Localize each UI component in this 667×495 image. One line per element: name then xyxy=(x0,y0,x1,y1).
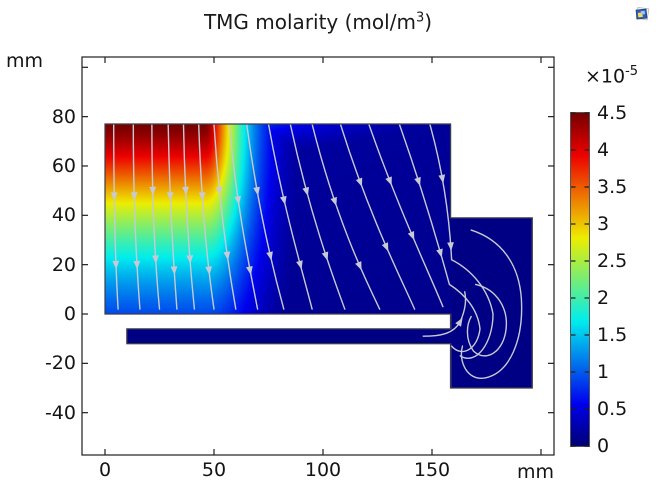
streamline-arrow xyxy=(253,186,260,196)
domain-outline xyxy=(104,123,533,389)
streamline xyxy=(151,123,161,310)
colorbar-gradient xyxy=(571,113,589,446)
streamline-arrow xyxy=(279,195,287,205)
colorbar-frame xyxy=(570,112,590,447)
streamline-arrow xyxy=(407,231,415,241)
colorbar-tick-label: 2 xyxy=(597,287,610,309)
streamline-arrow xyxy=(455,317,463,327)
streamline-arrow xyxy=(321,251,329,261)
colorbar-tick-label: 3 xyxy=(597,213,610,235)
streamline-arrow xyxy=(112,260,120,270)
colorbar-multiplier-base: ×10 xyxy=(585,65,626,88)
streamline-arrow xyxy=(170,266,178,275)
surface-plot-icon[interactable] xyxy=(633,5,651,23)
plot-title-text: TMG molarity (mol/m xyxy=(203,10,416,34)
axis-box xyxy=(81,56,555,456)
streamline xyxy=(398,123,481,353)
x-tick-label: 0 xyxy=(98,459,112,481)
y-tick-label: -40 xyxy=(44,401,76,424)
streamline-arrow xyxy=(133,260,141,270)
streamline-arrow xyxy=(302,186,309,196)
streamline-arrow xyxy=(130,192,138,201)
colorbar-tick-label: 0 xyxy=(597,435,610,457)
streamline xyxy=(182,123,196,310)
streamline-arrow xyxy=(149,186,157,196)
colorbar-tick-label: 4 xyxy=(597,139,610,161)
streamline-arrow xyxy=(355,261,362,271)
colorbar-tick-label: 3.5 xyxy=(597,176,628,198)
streamline-arrow xyxy=(330,196,337,206)
x-tick-label: 150 xyxy=(413,459,451,481)
streamline-arrow xyxy=(234,195,241,205)
streamline xyxy=(113,123,119,310)
streamline-arrow xyxy=(215,186,223,196)
streamline-arrow xyxy=(186,255,194,264)
streamline-arrow xyxy=(355,177,363,187)
plot-title-superscript: 3 xyxy=(415,10,425,26)
streamline xyxy=(198,123,215,310)
y-tick-label: 80 xyxy=(51,105,76,128)
colorbar-multiplier: ×10-5 xyxy=(585,64,638,87)
x-tick-label: 100 xyxy=(304,459,342,481)
y-axis-unit-label: mm xyxy=(6,50,44,72)
streamline xyxy=(228,123,259,310)
colorbar-tick-label: 0.5 xyxy=(597,398,628,420)
streamline xyxy=(213,123,237,310)
streamline-arrow xyxy=(438,174,446,184)
y-tick-label: 20 xyxy=(51,253,76,276)
concentration-surface xyxy=(82,57,554,455)
streamline xyxy=(460,229,523,379)
streamline-arrow xyxy=(223,251,231,261)
streamline-arrow xyxy=(381,242,389,252)
colorbar-tick-label: 1.5 xyxy=(597,324,628,346)
colorbar-multiplier-exponent: -5 xyxy=(625,64,639,79)
colorbar-tick-label: 2.5 xyxy=(597,250,628,272)
streamline xyxy=(289,123,346,310)
streamline-arrow xyxy=(245,266,253,275)
streamline xyxy=(311,123,381,310)
streamline-arrow xyxy=(166,192,174,201)
streamline-arrow xyxy=(385,176,392,186)
streamline-arrow xyxy=(266,251,273,261)
streamline-arrow xyxy=(447,242,454,251)
streamline-arrow xyxy=(205,266,212,276)
streamline xyxy=(267,123,313,310)
streamline-arrow xyxy=(182,186,190,196)
y-tick-label: 60 xyxy=(51,154,76,177)
streamline-arrow xyxy=(110,192,118,201)
streamline-arrow xyxy=(436,248,443,258)
streamline-arrow xyxy=(152,255,159,264)
streamline-arrow xyxy=(296,260,303,270)
streamline-arrow xyxy=(414,176,421,186)
streamline xyxy=(167,123,178,310)
x-axis-unit-label: mm xyxy=(516,461,554,483)
streamline xyxy=(368,123,444,308)
streamline-arrow xyxy=(198,192,206,201)
x-tick-label: 50 xyxy=(201,459,227,481)
colorbar-tick-label: 4.5 xyxy=(597,102,628,124)
y-tick-label: 40 xyxy=(51,204,76,227)
colorbar-tick-label: 1 xyxy=(597,361,610,383)
streamline xyxy=(466,283,508,357)
streamline xyxy=(246,123,285,310)
plot-title: TMG molarity (mol/m3) xyxy=(82,10,554,34)
streamline xyxy=(339,123,416,310)
y-tick-label: -20 xyxy=(44,352,76,375)
y-tick-label: 0 xyxy=(63,303,76,325)
streamline xyxy=(132,123,141,310)
plot-title-suffix: ) xyxy=(424,10,433,34)
